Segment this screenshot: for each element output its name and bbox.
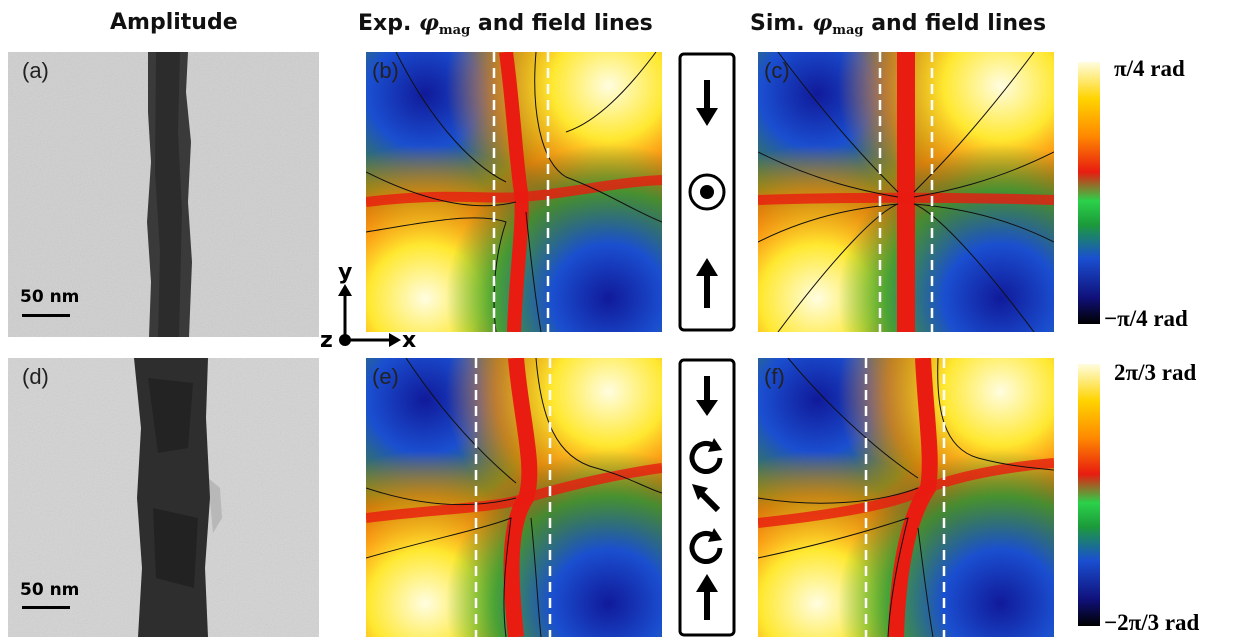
phase-map-exp-bottom: (e) [366,358,662,637]
magnetization-schematic-bottom [678,358,736,637]
exp-phase-header: Exp. φmag and field lines [358,10,653,38]
colorbar-bottom-max: 2π/3 rad [1114,360,1197,385]
vortex-icon [689,438,723,474]
colorbar-top [1078,62,1100,324]
colorbar-bottom [1078,364,1100,626]
scale-bar-top [22,314,70,317]
phase-map-sim-top: (c) [758,52,1054,332]
header-suffix: and field lines [477,11,653,36]
vortex-icon [689,528,723,564]
coordinate-axes: y z x [318,260,418,353]
phase-map-exp-top: (b) [366,52,662,332]
arrow-down-icon [696,376,718,416]
exp-prefix: Exp. [358,11,412,36]
colorbar-top-max: π/4 rad [1114,56,1185,81]
amplitude-header: Amplitude [110,10,238,35]
panel-label-a: (a) [22,58,49,83]
phi-symbol: φ [812,10,833,36]
panel-label-d: (d) [22,364,49,389]
phi-subscript: mag [832,23,864,38]
scale-bar-label-bottom: 50 nm [20,580,80,600]
y-axis-label: y [338,260,353,285]
panel-label-f: (f) [764,364,785,389]
sim-phase-header: Sim. φmag and field lines [750,10,1047,38]
scale-bar-bottom [22,606,70,609]
colorbar-bottom-min: −2π/3 rad [1104,610,1200,635]
phi-subscript: mag [438,23,471,38]
x-axis-label: x [402,328,417,353]
out-of-plane-dot-icon [688,173,726,211]
header-suffix: and field lines [871,11,1047,36]
z-axis-label: z [320,328,333,353]
arrow-down-icon [696,80,718,126]
tem-image-top: (a) 50 nm [8,52,319,337]
scale-bar-label-top: 50 nm [20,287,80,307]
arrow-up-icon [696,574,718,620]
magnetization-schematic-top [678,52,736,332]
panel-label-c: (c) [764,58,790,83]
sim-prefix: Sim. [750,11,805,36]
phase-map-sim-bottom: (f) [758,358,1054,637]
panel-label-e: (e) [372,364,399,389]
panel-label-b: (b) [372,58,399,83]
colorbar-top-min: −π/4 rad [1104,306,1188,331]
arrow-diagonal-icon [692,484,721,513]
tem-image-bottom: (d) 50 nm [8,358,319,637]
phi-symbol: φ [419,10,439,36]
arrow-up-icon [696,258,718,308]
